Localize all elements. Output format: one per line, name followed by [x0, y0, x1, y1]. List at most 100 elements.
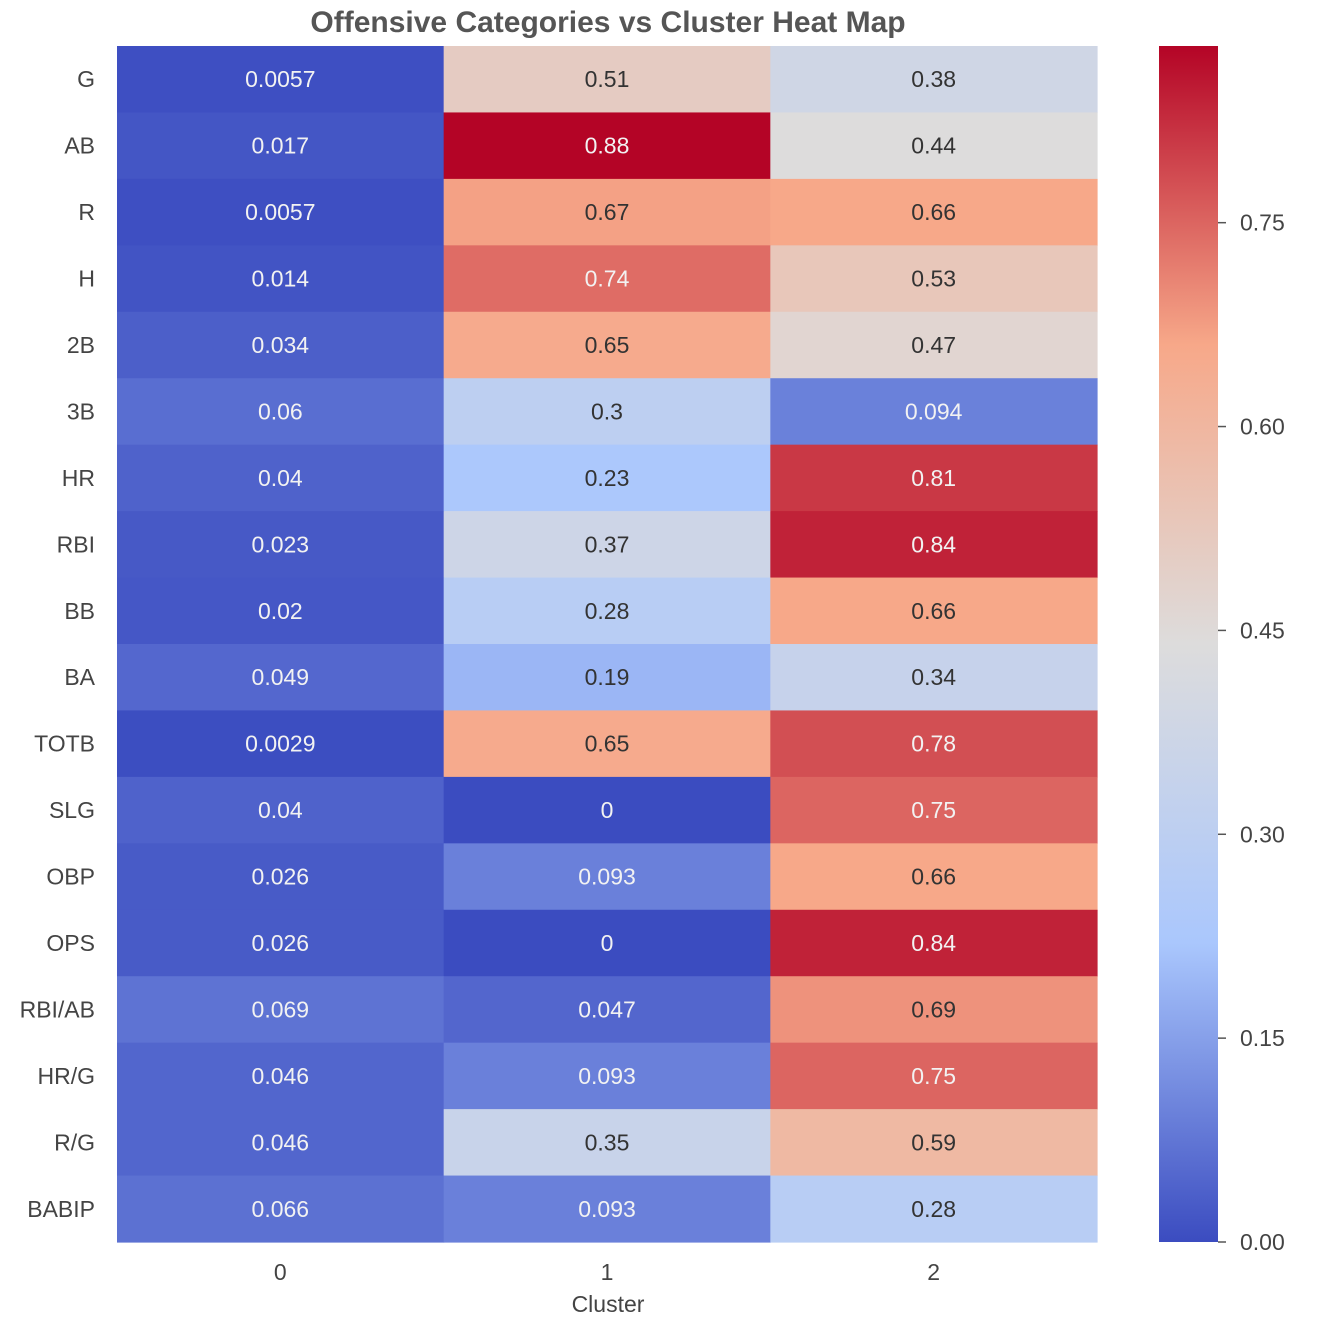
heatmap-cell [770, 178, 1098, 246]
heatmap-cell [770, 909, 1098, 977]
y-axis-tick-labels: G AB R H 2B 3B HR RBI BB BA TOTB SLG OBP OPS RBI/AB HR/… [20, 66, 96, 1222]
heatmap-cell-label: 0.0029 [245, 731, 315, 757]
heatmap-cell [117, 112, 445, 180]
heatmap-cell-label: 0.74 [585, 266, 630, 292]
heatmap-cell-label: 0.47 [911, 332, 956, 358]
heatmap-cell [770, 311, 1098, 379]
heatmap-cell-label: 0.69 [911, 996, 956, 1022]
heatmap-cell-label: 0.026 [252, 864, 310, 890]
heatmap-cell [770, 644, 1098, 712]
heatmap-cell-label: 0.049 [252, 664, 310, 690]
x-axis-label: Cluster [572, 1291, 645, 1317]
y-tick-label: BB [64, 598, 95, 624]
y-tick-label: 3B [67, 398, 95, 424]
y-tick-label: BABIP [27, 1196, 95, 1222]
heatmap-cell [443, 112, 771, 180]
heatmap-cell [443, 776, 771, 844]
heatmap-cell-label: 0 [601, 797, 614, 823]
heatmap-cell-label: 0.66 [911, 199, 956, 225]
heatmap-cell [443, 1042, 771, 1110]
heatmap-cell-label: 0.67 [585, 199, 630, 225]
heatmap-cell-label: 0.38 [911, 66, 956, 92]
heatmap-cell-label: 0.44 [911, 133, 956, 159]
heatmap-cell [443, 311, 771, 379]
y-tick-label: H [78, 266, 95, 292]
heatmap-cell [443, 976, 771, 1044]
heatmap-cell [117, 311, 445, 379]
y-tick-label: TOTB [34, 731, 95, 757]
colorbar-tick-label: 0.60 [1240, 414, 1285, 440]
heatmap-cell-labels: 0.0057 0.51 0.38 0.017 0.88 0.44 0.0057 0.67 0.6… [245, 66, 962, 1222]
x-axis-tick-labels: 0 1 2 [274, 1259, 940, 1285]
heatmap-cell-label: 0.66 [911, 598, 956, 624]
heatmap-cell [770, 1175, 1098, 1243]
heatmap-cell [117, 1175, 445, 1243]
heatmap-cell-label: 0.023 [252, 531, 310, 557]
x-tick-label: 0 [274, 1259, 287, 1285]
heatmap-cell-label: 0.093 [578, 864, 636, 890]
heatmap-cell-label: 0.026 [252, 930, 310, 956]
heatmap-cell-label: 0.28 [585, 598, 630, 624]
heatmap-cell [117, 46, 445, 114]
heatmap-cell-label: 0.65 [585, 731, 630, 757]
heatmap-cell-label: 0.04 [258, 465, 303, 491]
heatmap-cell [443, 577, 771, 645]
heatmap-cell [443, 843, 771, 911]
y-tick-label: SLG [49, 797, 95, 823]
heatmap-cell-label: 0.88 [585, 133, 630, 159]
heatmap-cell-label: 0.06 [258, 398, 303, 424]
heatmap-cell [443, 1109, 771, 1177]
heatmap-cell-label: 0.53 [911, 266, 956, 292]
heatmap-cell-label: 0.75 [911, 797, 956, 823]
y-tick-label: BA [64, 664, 95, 690]
heatmap-cell-label: 0.51 [585, 66, 630, 92]
heatmap-cell [117, 245, 445, 313]
y-tick-label: RBI [57, 531, 95, 557]
colorbar: 0.00 0.15 0.30 0.45 0.60 0.75 [1159, 46, 1285, 1255]
heatmap-cell [443, 178, 771, 246]
y-tick-label: HR/G [38, 1063, 96, 1089]
heatmap-cell-label: 0.017 [252, 133, 310, 159]
heatmap-cell [117, 843, 445, 911]
heatmap-cell-label: 0.014 [252, 266, 310, 292]
heatmap-cell [770, 46, 1098, 114]
heatmap-cell-label: 0.84 [911, 531, 956, 557]
heatmap-cell-label: 0.28 [911, 1196, 956, 1222]
heatmap-cell [443, 644, 771, 712]
heatmap-cell [443, 1175, 771, 1243]
heatmap-cell [770, 245, 1098, 313]
chart-title: Offensive Categories vs Cluster Heat Map [310, 6, 905, 39]
heatmap-cell [770, 843, 1098, 911]
y-tick-label: OBP [46, 864, 95, 890]
heatmap-cell [770, 710, 1098, 778]
colorbar-tick-label: 0.30 [1240, 821, 1285, 847]
heatmap-cell-label: 0.19 [585, 664, 630, 690]
heatmap-cell [443, 511, 771, 579]
heatmap-cell-label: 0.66 [911, 864, 956, 890]
heatmap-cell-label: 0.37 [585, 531, 630, 557]
heatmap-cell-label: 0.04 [258, 797, 303, 823]
y-tick-label: R [78, 199, 95, 225]
heatmap-cell-label: 0.066 [252, 1196, 310, 1222]
heatmap-cell-label: 0.02 [258, 598, 303, 624]
heatmap-cell [117, 909, 445, 977]
heatmap-cell-label: 0.23 [585, 465, 630, 491]
heatmap-cell [117, 511, 445, 579]
heatmap-cells [117, 46, 1098, 1243]
heatmap-cell [770, 976, 1098, 1044]
heatmap-cell [443, 46, 771, 114]
heatmap-cell-label: 0.0057 [245, 66, 315, 92]
x-tick-label: 1 [601, 1259, 614, 1285]
heatmap-cell-label: 0.034 [252, 332, 310, 358]
heatmap-cell-label: 0.3 [591, 398, 623, 424]
y-tick-label: R/G [54, 1129, 95, 1155]
heatmap-cell-label: 0.35 [585, 1129, 630, 1155]
heatmap-cell-label: 0.75 [911, 1063, 956, 1089]
heatmap-cell [770, 1042, 1098, 1110]
heatmap-cell-label: 0.84 [911, 930, 956, 956]
heatmap-cell [117, 577, 445, 645]
heatmap-cell-label: 0.59 [911, 1129, 956, 1155]
heatmap-cell-label: 0.094 [905, 398, 963, 424]
heatmap-cell [117, 1109, 445, 1177]
